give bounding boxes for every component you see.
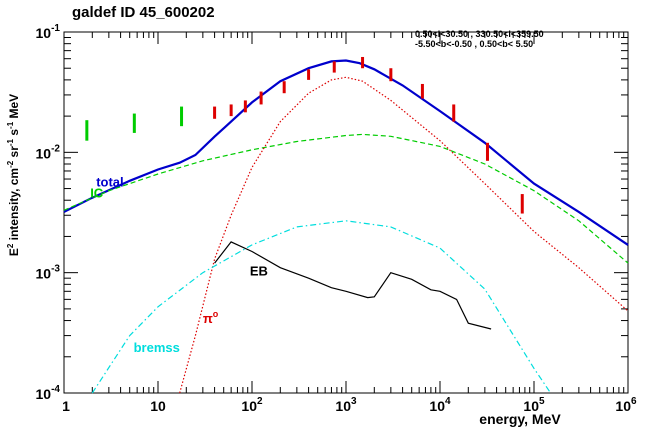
series-label: EB [250,263,268,278]
y-axis-label-part: E [7,248,21,256]
x-tick-label: 106 [615,396,637,414]
region-label-latitude: -5.50<b<-0.50 , 0.50<b< 5.50 [415,39,533,49]
x-tick-label: 102 [241,396,263,414]
chart-title: galdef ID 45_600202 [72,4,215,21]
y-axis-label-part: MeV [7,94,21,122]
series-line-total [63,59,629,246]
data-points-layer [85,56,524,214]
y-axis-label-part: -1 [6,138,15,146]
y-axis-label-part: -2 [6,160,15,168]
series-layer [63,59,629,394]
x-tick-label: 1 [62,398,70,414]
y-tick-label: 10-3 [36,264,61,282]
y-axis-label-part: sr [7,146,21,161]
y-axis-label-part: -1 [6,121,15,129]
x-tick-label: 105 [523,396,545,414]
x-tick-label: 103 [335,396,357,414]
region-label-longitude: 0.50<l<30.50 , 330.50<l<359.50 [415,29,544,39]
series-label: IC [90,186,104,201]
series-label: total [96,175,123,190]
y-axis-label: E2 intensity, cm-2 sr-1 s-1 MeV [6,94,21,256]
series-label: bremss [134,340,180,355]
y-tick-label: 10-2 [36,143,61,161]
series-line-bremss [91,220,552,394]
y-axis-label-part: 2 [6,243,15,248]
series-line-ic [63,133,629,264]
x-axis-label: energy, MeV [479,411,561,427]
series-line-eb [214,241,492,330]
series-label: πo [203,309,219,326]
y-tick-label: 10-4 [36,384,61,402]
axis-ticks: 1 10 102 103 104 105 106 10-4 10-3 10-2 10-1 [36,23,637,414]
x-tick-label: 10 [150,398,166,414]
y-axis-label-part: s [7,129,21,139]
x-tick-label: 104 [429,396,451,414]
series-line-pi0 [179,76,629,394]
y-axis-label-part: intensity, cm [7,168,21,244]
y-tick-label: 10-1 [36,23,61,41]
